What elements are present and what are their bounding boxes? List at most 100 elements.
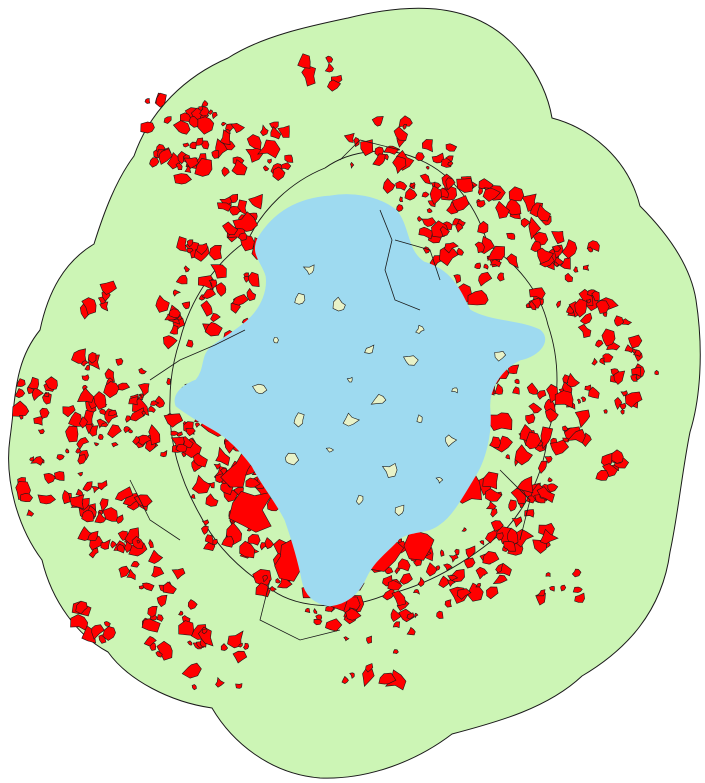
urban-patch <box>613 315 624 327</box>
urban-patch <box>27 376 40 390</box>
urban-patch <box>417 215 424 222</box>
urban-patch <box>162 335 178 350</box>
urban-patch <box>426 208 433 214</box>
urban-patch <box>402 124 407 130</box>
urban-patch <box>184 165 192 174</box>
urban-patch <box>76 437 90 450</box>
island <box>494 350 506 362</box>
urban-patch <box>396 204 404 212</box>
urban-patch <box>186 247 194 254</box>
island <box>415 324 425 334</box>
urban-patch <box>115 357 124 366</box>
urban-patch <box>75 448 82 454</box>
urban-patch <box>301 65 316 87</box>
boundary-line <box>129 479 181 541</box>
urban-patch <box>429 185 442 205</box>
urban-patch <box>476 200 486 208</box>
urban-patch <box>496 272 505 282</box>
urban-patch <box>228 490 275 533</box>
urban-patch <box>439 244 459 267</box>
urban-patch <box>495 562 504 574</box>
urban-patch <box>277 125 290 138</box>
urban-patch <box>169 324 179 335</box>
urban-patch <box>490 507 498 518</box>
urban-patch <box>29 456 35 462</box>
urban-patch <box>99 408 107 416</box>
urban-patch <box>536 247 554 264</box>
urban-patch <box>155 294 170 313</box>
urban-patch <box>574 592 585 603</box>
urban-patch <box>122 492 140 507</box>
urban-patch <box>412 589 420 595</box>
urban-patch <box>246 134 262 150</box>
urban-patch <box>478 271 493 287</box>
urban-patch <box>451 195 470 212</box>
urban-patch <box>75 600 88 615</box>
urban-patch <box>156 614 164 622</box>
urban-patch <box>181 301 191 310</box>
urban-patch <box>456 178 473 193</box>
urban-patch <box>172 289 181 297</box>
urban-patch <box>510 486 527 505</box>
urban-patch <box>231 159 248 176</box>
island <box>342 412 360 427</box>
urban-patch <box>474 262 482 269</box>
urban-patch <box>520 217 531 228</box>
urban-patch <box>137 383 150 397</box>
urban-patch <box>447 575 459 582</box>
urban-patch <box>69 494 85 510</box>
urban-patch <box>417 576 425 587</box>
urban-patch <box>448 553 459 563</box>
urban-patch <box>536 589 546 597</box>
urban-patch <box>81 374 90 381</box>
urban-patch <box>562 425 569 432</box>
urban-patch <box>494 383 504 395</box>
urban-patch <box>103 381 120 399</box>
urban-patch <box>128 396 139 406</box>
urban-patch <box>421 217 437 227</box>
urban-patch <box>176 431 183 437</box>
urban-patch <box>238 232 248 241</box>
urban-patch <box>507 364 520 375</box>
urban-patch <box>150 400 160 406</box>
urban-patch <box>440 549 445 557</box>
urban-patch <box>140 121 155 134</box>
urban-patch <box>506 253 519 269</box>
urban-patch <box>219 129 231 145</box>
urban-patch <box>110 540 117 549</box>
urban-patch <box>111 442 119 448</box>
urban-patch <box>138 394 144 400</box>
urban-patch <box>222 221 239 236</box>
urban-patch <box>580 396 587 403</box>
urban-patch <box>178 620 195 636</box>
urban-patch <box>474 241 485 254</box>
urban-patch <box>156 640 173 661</box>
island <box>403 355 419 366</box>
urban-patch <box>228 205 241 216</box>
urban-patch <box>487 245 505 261</box>
urban-patch <box>171 567 186 580</box>
urban-patch <box>496 532 504 541</box>
island <box>394 504 405 516</box>
urban-patch <box>81 360 89 367</box>
urban-patch <box>107 424 122 439</box>
urban-patch <box>123 426 131 434</box>
urban-patch <box>186 239 194 248</box>
urban-patch <box>94 511 107 524</box>
urban-patch <box>175 275 188 285</box>
urban-patch <box>200 300 213 317</box>
urban-patch <box>209 244 222 261</box>
urban-patch <box>275 577 281 584</box>
urban-patch <box>560 584 567 592</box>
urban-patch <box>30 455 44 466</box>
urban-patch <box>576 398 581 405</box>
urban-patch <box>198 105 204 111</box>
urban-patch <box>511 516 523 528</box>
urban-patch <box>574 298 588 318</box>
urban-patch <box>262 165 270 172</box>
urban-patch <box>65 425 79 443</box>
urban-patch <box>485 488 503 502</box>
urban-patch <box>215 676 225 688</box>
urban-patch <box>201 519 210 526</box>
urban-patch <box>349 672 355 679</box>
